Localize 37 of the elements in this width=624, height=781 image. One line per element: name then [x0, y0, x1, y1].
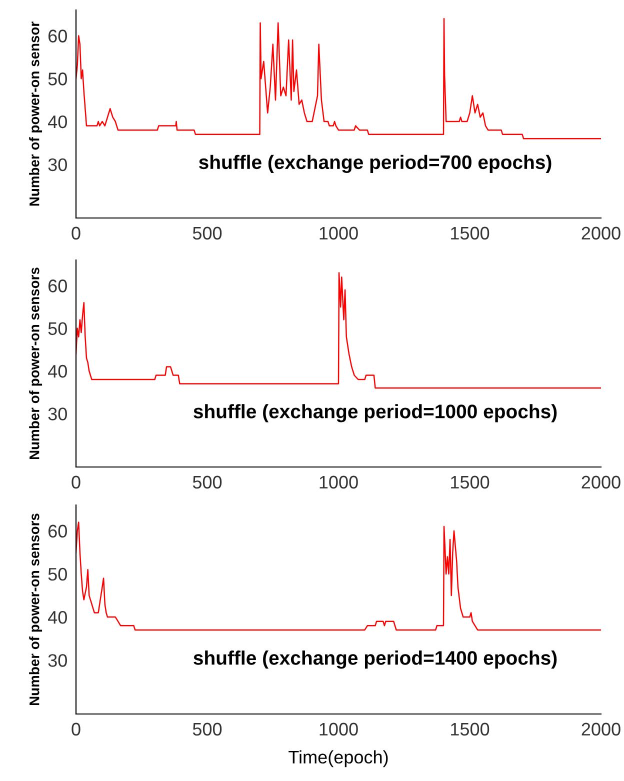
y-tick-label: 40	[48, 115, 67, 128]
x-tick-label: 1500	[451, 722, 490, 736]
y-tick-label: 40	[48, 364, 67, 378]
x-tick-label: 0	[72, 722, 80, 736]
y-tick-label: 30	[48, 158, 67, 172]
y-tick-label: 30	[48, 654, 67, 667]
x-axis-title: Time(epoch)	[288, 750, 388, 768]
y-tick-label: 60	[48, 30, 67, 42]
x-tick-label: 2000	[582, 226, 620, 240]
y-axis-title: Number of power-on sensors	[29, 514, 42, 706]
line-series	[76, 272, 601, 389]
y-tick-label: 50	[48, 322, 67, 336]
annotation: shuffle (exchange period=700 epochs)	[199, 154, 552, 174]
x-tick-label: 1000	[320, 722, 358, 736]
y-tick-label: 60	[48, 280, 67, 292]
x-tick-label: 1000	[320, 226, 358, 240]
x-tick-label: 500	[192, 722, 222, 736]
line-series	[76, 18, 601, 140]
y-tick-label: 50	[48, 568, 67, 581]
x-tick-label: 1500	[451, 476, 490, 489]
x-tick-label: 1500	[451, 226, 490, 240]
y-axis-title: Number of power-on sensor	[29, 22, 42, 206]
y-tick-label: 50	[48, 72, 67, 86]
y-axis-title: Number of power-on sensors	[29, 268, 42, 460]
x-tick-label: 0	[72, 226, 80, 240]
x-tick-label: 2000	[582, 476, 620, 489]
annotation: shuffle (exchange period=1000 epochs)	[194, 404, 557, 422]
y-tick-label: 40	[48, 610, 67, 624]
x-tick-label: 2000	[582, 722, 620, 736]
x-tick-label: 1000	[320, 476, 358, 489]
y-tick-label: 60	[48, 524, 67, 538]
x-tick-label: 500	[192, 226, 222, 240]
line-series	[76, 522, 601, 631]
x-tick-label: 0	[72, 476, 80, 489]
y-tick-label: 30	[48, 408, 67, 420]
x-tick-label: 500	[192, 476, 222, 489]
annotation: shuffle (exchange period=1400 epochs)	[194, 650, 557, 669]
